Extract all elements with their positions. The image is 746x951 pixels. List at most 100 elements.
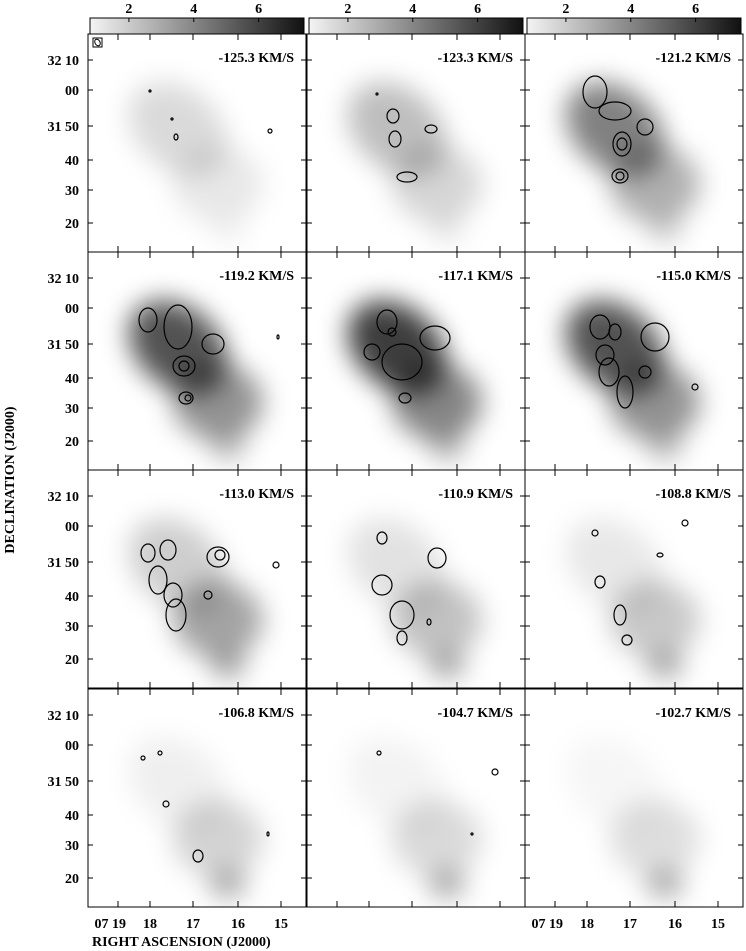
contour xyxy=(376,531,388,545)
panel-frame xyxy=(87,469,307,689)
emission xyxy=(210,433,246,461)
panel-label: -125.3 KM/S xyxy=(219,51,295,66)
panel: -117.1 KM/S xyxy=(306,251,526,471)
contour xyxy=(594,575,606,589)
emission xyxy=(647,433,683,461)
contour xyxy=(621,634,633,646)
y-tick-label: 32 10 xyxy=(48,709,80,724)
panel-label: -108.8 KM/S xyxy=(656,487,732,502)
contour xyxy=(363,343,381,361)
emission xyxy=(610,364,700,440)
y-tick-label: 32 10 xyxy=(48,54,80,69)
contour xyxy=(272,561,280,569)
contour xyxy=(157,750,163,756)
contour xyxy=(371,574,393,596)
contour xyxy=(613,604,627,626)
emission xyxy=(610,801,700,877)
emission-blur xyxy=(128,300,263,461)
y-tick-label: 00 xyxy=(65,520,79,535)
emission-map xyxy=(128,82,273,243)
contour xyxy=(398,392,412,404)
contour xyxy=(598,357,620,387)
y-tick-label: 00 xyxy=(65,84,79,99)
x-tick-label: 17 xyxy=(623,917,637,932)
y-tick-label: 20 xyxy=(65,653,79,668)
contour xyxy=(266,831,270,837)
x-tick-label: 17 xyxy=(186,917,200,932)
contour xyxy=(396,630,408,646)
emission xyxy=(173,364,263,440)
x-tick-label: 18 xyxy=(143,917,157,932)
emission-blur xyxy=(128,737,263,898)
emission xyxy=(610,582,700,658)
contour xyxy=(591,529,599,537)
emission xyxy=(173,582,263,658)
emission-blur xyxy=(610,801,700,898)
contour xyxy=(389,600,415,630)
contour xyxy=(424,124,438,134)
panel: -125.3 KM/S 32 10 00 31 50 40 30 20 xyxy=(48,33,307,253)
panel: -115.0 KM/S xyxy=(524,251,744,471)
contour xyxy=(419,325,451,351)
contour xyxy=(276,334,280,340)
panel-label: -123.3 KM/S xyxy=(438,51,514,66)
contour xyxy=(148,89,152,93)
colorbar-tick-label: 6 xyxy=(692,2,699,17)
contour xyxy=(170,117,174,121)
y-tick-label: 32 10 xyxy=(48,272,80,287)
contour xyxy=(376,750,382,756)
emission-map xyxy=(610,801,700,898)
panel-label: -115.0 KM/S xyxy=(656,269,731,284)
emission xyxy=(647,870,683,898)
contour xyxy=(178,391,194,405)
contour xyxy=(375,92,379,96)
x-tick-label: 15 xyxy=(274,917,288,932)
contour xyxy=(611,168,629,184)
emission-blur xyxy=(128,82,263,243)
x-tick-label: 07 19 xyxy=(95,917,127,932)
contour xyxy=(608,323,622,341)
contour xyxy=(640,322,670,352)
panel: -121.2 KM/S xyxy=(524,33,744,253)
x-tick-label: 16 xyxy=(231,917,245,932)
emission xyxy=(173,146,263,222)
x-tick-label: 15 xyxy=(711,917,725,932)
colorbar-tick-label: 2 xyxy=(344,2,351,17)
contour xyxy=(426,618,432,626)
y-tick-label: 20 xyxy=(65,217,79,232)
y-tick-label: 20 xyxy=(65,872,79,887)
y-tick-label: 32 10 xyxy=(48,490,80,505)
emission-blur xyxy=(347,82,482,243)
x-tick-label: 16 xyxy=(668,917,682,932)
x-tick-label: 07 19 xyxy=(532,917,564,932)
emission-map xyxy=(128,518,280,679)
emission xyxy=(392,582,482,658)
colorbar-tick-label: 4 xyxy=(409,2,416,17)
panel-label: -104.7 KM/S xyxy=(438,706,514,721)
contour xyxy=(681,519,689,527)
contour xyxy=(159,539,177,561)
contour xyxy=(427,547,447,569)
emission-blur xyxy=(347,300,482,461)
contour xyxy=(616,375,634,409)
emission xyxy=(647,651,683,679)
emission-blur xyxy=(347,518,482,679)
contour xyxy=(140,543,156,563)
contour xyxy=(165,598,187,632)
emission xyxy=(610,146,700,222)
contour xyxy=(636,118,654,136)
emission-blur xyxy=(565,82,700,243)
contour xyxy=(172,355,196,377)
contour xyxy=(470,832,474,836)
panel: -104.7 KM/S xyxy=(306,688,526,908)
panel: -110.9 KM/S xyxy=(306,469,526,689)
contour xyxy=(616,137,628,151)
emission-blur xyxy=(565,518,700,679)
contour xyxy=(691,383,699,391)
emission xyxy=(429,651,465,679)
contour xyxy=(201,333,225,355)
colorbar xyxy=(308,17,524,35)
emission xyxy=(210,870,246,898)
colorbar-tick-label: 6 xyxy=(474,2,481,17)
contour xyxy=(162,800,170,808)
